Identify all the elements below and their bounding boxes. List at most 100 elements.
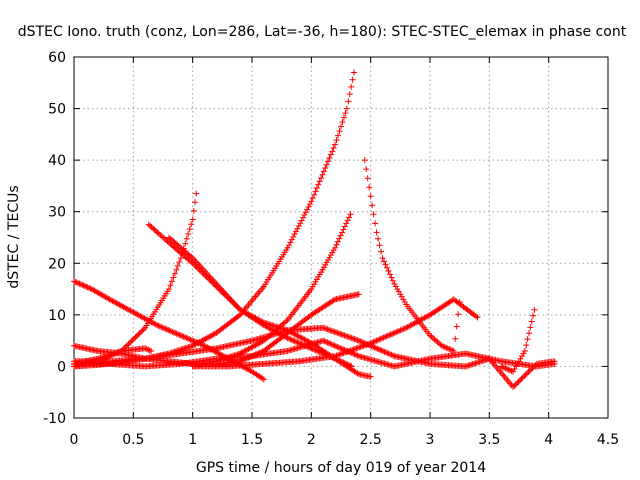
data-point: [163, 326, 170, 333]
data-point: [427, 332, 433, 339]
data-point: [349, 346, 356, 353]
data-point: [284, 244, 291, 251]
data-point: [376, 242, 383, 249]
data-point: [396, 327, 403, 334]
data-point: [512, 381, 519, 388]
data-point: [347, 334, 354, 341]
data-point: [394, 286, 401, 293]
data-point: [364, 341, 371, 348]
data-point: [194, 339, 201, 346]
data-point: [531, 363, 538, 370]
data-point: [338, 123, 344, 130]
data-point: [354, 337, 361, 344]
data-point: [195, 340, 202, 347]
data-point: [444, 345, 451, 352]
data-point: [333, 343, 340, 350]
data-point: [340, 331, 347, 338]
data-point: [290, 337, 297, 344]
data-point: [312, 188, 319, 195]
data-point: [147, 222, 154, 229]
data-point: [343, 220, 350, 227]
data-point: [170, 274, 177, 281]
x-tick-label: 0.5: [122, 432, 144, 448]
data-point: [342, 349, 349, 356]
data-point: [193, 339, 200, 346]
data-point: [319, 171, 326, 178]
data-point: [336, 357, 343, 364]
data-point: [511, 382, 518, 389]
data-point: [77, 281, 84, 288]
data-point: [392, 283, 399, 290]
data-point: [338, 331, 345, 338]
data-point: [306, 201, 313, 208]
data-point: [148, 347, 155, 354]
data-point: [523, 342, 530, 349]
data-point: [428, 333, 435, 340]
data-point: [139, 327, 146, 334]
data-point: [145, 221, 152, 228]
data-point: [176, 258, 183, 265]
data-point: [198, 264, 205, 271]
data-point: [290, 233, 297, 240]
data-point: [346, 214, 353, 221]
data-point: [438, 342, 445, 349]
data-point: [321, 325, 328, 332]
data-point: [318, 349, 325, 356]
data-point: [398, 293, 405, 300]
x-tick-label: 1.5: [241, 432, 263, 448]
data-point: [343, 348, 350, 355]
y-tick-label: 20: [48, 256, 66, 272]
y-tick-label: 0: [57, 359, 66, 375]
data-point: [369, 202, 376, 209]
data-point: [355, 337, 362, 344]
data-point: [284, 335, 291, 342]
data-point: [332, 141, 339, 148]
data-point: [79, 281, 86, 288]
data-point: [344, 348, 351, 355]
data-point: [348, 363, 355, 370]
series-arc-9: [71, 337, 558, 370]
data-point: [129, 337, 136, 344]
series-arc-3: [71, 190, 200, 370]
data-point: [339, 119, 346, 126]
data-point: [390, 330, 397, 337]
data-point: [309, 195, 316, 202]
data-point: [519, 374, 526, 381]
data-point: [333, 329, 340, 336]
data-point: [527, 324, 534, 331]
data-point: [285, 242, 292, 249]
data-point: [521, 373, 528, 380]
data-point: [505, 366, 512, 373]
data-point: [165, 286, 172, 293]
data-point: [447, 346, 454, 353]
data-point: [364, 175, 371, 182]
data-point: [440, 343, 447, 350]
data-point: [235, 312, 242, 319]
data-point: [239, 357, 246, 364]
data-point: [146, 347, 153, 354]
data-point: [152, 321, 159, 328]
data-point: [391, 280, 398, 287]
data-point: [170, 329, 177, 336]
data-point: [190, 207, 197, 214]
data-point: [338, 358, 345, 365]
data-point: [351, 69, 358, 76]
data-point: [347, 362, 354, 369]
data-point: [507, 367, 514, 374]
data-point: [186, 336, 193, 343]
data-point: [288, 236, 295, 243]
data-point: [224, 293, 231, 300]
data-point: [511, 366, 518, 373]
data-point: [172, 330, 179, 337]
data-point: [367, 193, 374, 200]
data-point: [87, 285, 94, 292]
data-point: [382, 349, 389, 356]
x-tick-label: 2: [307, 432, 316, 448]
data-point: [383, 333, 390, 340]
x-axis-label: GPS time / hours of day 019 of year 2014: [196, 460, 486, 476]
data-point: [140, 326, 147, 333]
data-point: [342, 333, 349, 340]
data-point: [337, 351, 344, 358]
data-point: [179, 333, 186, 340]
data-point: [397, 291, 404, 298]
